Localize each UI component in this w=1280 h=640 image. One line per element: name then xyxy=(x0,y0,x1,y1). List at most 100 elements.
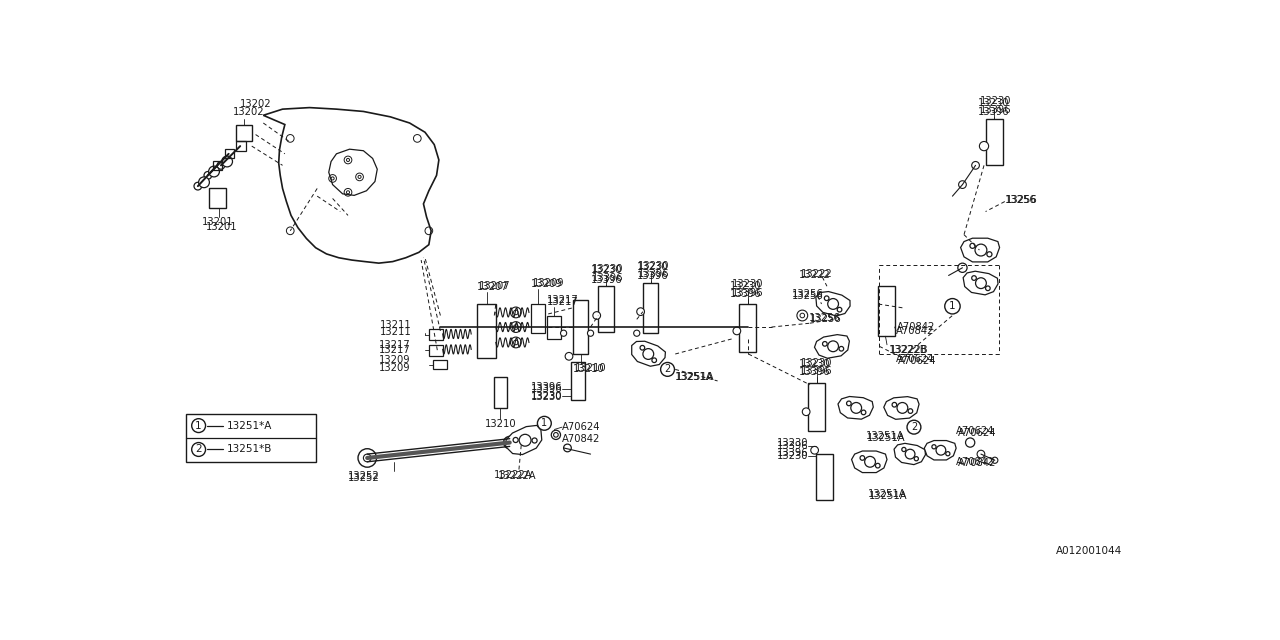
Circle shape xyxy=(824,296,829,301)
Text: A70842: A70842 xyxy=(562,434,600,444)
Circle shape xyxy=(561,330,567,336)
Bar xyxy=(477,304,495,358)
Bar xyxy=(531,304,545,333)
Text: A70624: A70624 xyxy=(956,426,995,436)
Text: 13396: 13396 xyxy=(730,289,762,300)
Text: 13230: 13230 xyxy=(777,451,809,461)
Text: 13251A: 13251A xyxy=(867,433,906,442)
Circle shape xyxy=(636,308,644,316)
Circle shape xyxy=(532,438,538,443)
Text: 13230: 13230 xyxy=(801,358,832,368)
Bar xyxy=(571,362,585,400)
Text: A70624: A70624 xyxy=(957,428,996,438)
Circle shape xyxy=(846,401,851,406)
Circle shape xyxy=(538,417,552,430)
Text: 13201: 13201 xyxy=(202,217,233,227)
Text: A70842: A70842 xyxy=(896,326,934,336)
Circle shape xyxy=(513,438,518,442)
Polygon shape xyxy=(329,149,378,195)
Bar xyxy=(739,304,756,352)
Text: 13251*A: 13251*A xyxy=(227,420,271,431)
Text: 13396: 13396 xyxy=(801,365,832,376)
Polygon shape xyxy=(963,271,998,295)
Circle shape xyxy=(803,408,810,415)
Text: 13251A: 13251A xyxy=(676,372,714,382)
Text: 13256: 13256 xyxy=(1006,195,1038,205)
Text: 13222B: 13222B xyxy=(888,345,927,355)
Text: 13222: 13222 xyxy=(799,271,831,280)
Circle shape xyxy=(908,420,920,434)
Bar xyxy=(809,383,826,431)
Text: 13396: 13396 xyxy=(530,382,562,392)
Text: 13396: 13396 xyxy=(979,106,1011,115)
Text: A70842: A70842 xyxy=(957,458,996,468)
Circle shape xyxy=(198,177,210,188)
Text: 2: 2 xyxy=(664,364,671,374)
Text: 13210: 13210 xyxy=(485,419,517,429)
Circle shape xyxy=(800,313,805,318)
Circle shape xyxy=(553,433,558,437)
Text: 13396: 13396 xyxy=(590,275,622,285)
Text: 13222A: 13222A xyxy=(498,471,536,481)
Circle shape xyxy=(972,161,979,169)
Text: 13230: 13230 xyxy=(530,392,562,402)
Text: 13230: 13230 xyxy=(639,261,669,271)
Circle shape xyxy=(511,337,521,348)
Text: 13209: 13209 xyxy=(379,364,411,373)
Circle shape xyxy=(733,327,741,335)
Circle shape xyxy=(902,447,906,452)
Circle shape xyxy=(810,447,818,454)
Circle shape xyxy=(192,442,206,456)
Circle shape xyxy=(204,172,211,179)
Text: 13396: 13396 xyxy=(593,273,623,283)
Bar xyxy=(986,119,1002,165)
Text: A70624: A70624 xyxy=(896,354,934,364)
Bar xyxy=(433,360,447,369)
Bar xyxy=(494,377,507,408)
Bar xyxy=(547,316,561,339)
Bar xyxy=(598,286,613,332)
Text: 13251A: 13251A xyxy=(868,489,906,499)
Circle shape xyxy=(660,362,675,376)
Circle shape xyxy=(945,298,960,314)
Text: 13396: 13396 xyxy=(530,383,562,394)
Circle shape xyxy=(905,449,915,459)
Text: 13211: 13211 xyxy=(380,327,412,337)
Text: 13207: 13207 xyxy=(479,281,511,291)
Text: 13202: 13202 xyxy=(233,107,264,117)
Circle shape xyxy=(828,298,838,309)
Circle shape xyxy=(221,156,233,167)
Circle shape xyxy=(520,435,531,446)
Circle shape xyxy=(358,449,376,467)
Circle shape xyxy=(209,166,219,177)
Text: 13217: 13217 xyxy=(379,345,411,355)
Text: 13230: 13230 xyxy=(593,264,623,274)
Text: 13251A: 13251A xyxy=(869,491,908,501)
Text: 13396: 13396 xyxy=(978,107,1010,117)
Circle shape xyxy=(908,409,913,413)
Text: 13222: 13222 xyxy=(801,269,832,279)
Circle shape xyxy=(652,358,657,363)
Circle shape xyxy=(511,307,521,318)
Polygon shape xyxy=(506,426,541,454)
Text: 13222A: 13222A xyxy=(494,470,532,479)
Text: 13251A: 13251A xyxy=(676,372,714,382)
Circle shape xyxy=(892,403,897,407)
Text: 13210: 13210 xyxy=(575,364,605,373)
Text: 13396: 13396 xyxy=(777,442,809,451)
Bar xyxy=(237,141,246,150)
Text: A012001044: A012001044 xyxy=(1056,546,1123,556)
Polygon shape xyxy=(924,440,956,460)
Circle shape xyxy=(957,263,968,273)
Text: 2: 2 xyxy=(196,444,202,454)
Text: 13230: 13230 xyxy=(799,360,831,369)
Circle shape xyxy=(992,457,998,463)
Circle shape xyxy=(513,340,518,345)
Bar xyxy=(210,188,227,208)
Text: 13210: 13210 xyxy=(573,364,604,374)
Text: 13230: 13230 xyxy=(978,97,1010,108)
Text: 13396: 13396 xyxy=(639,269,669,279)
Text: 13256: 13256 xyxy=(1005,195,1037,205)
Circle shape xyxy=(511,322,521,332)
Polygon shape xyxy=(851,451,887,472)
